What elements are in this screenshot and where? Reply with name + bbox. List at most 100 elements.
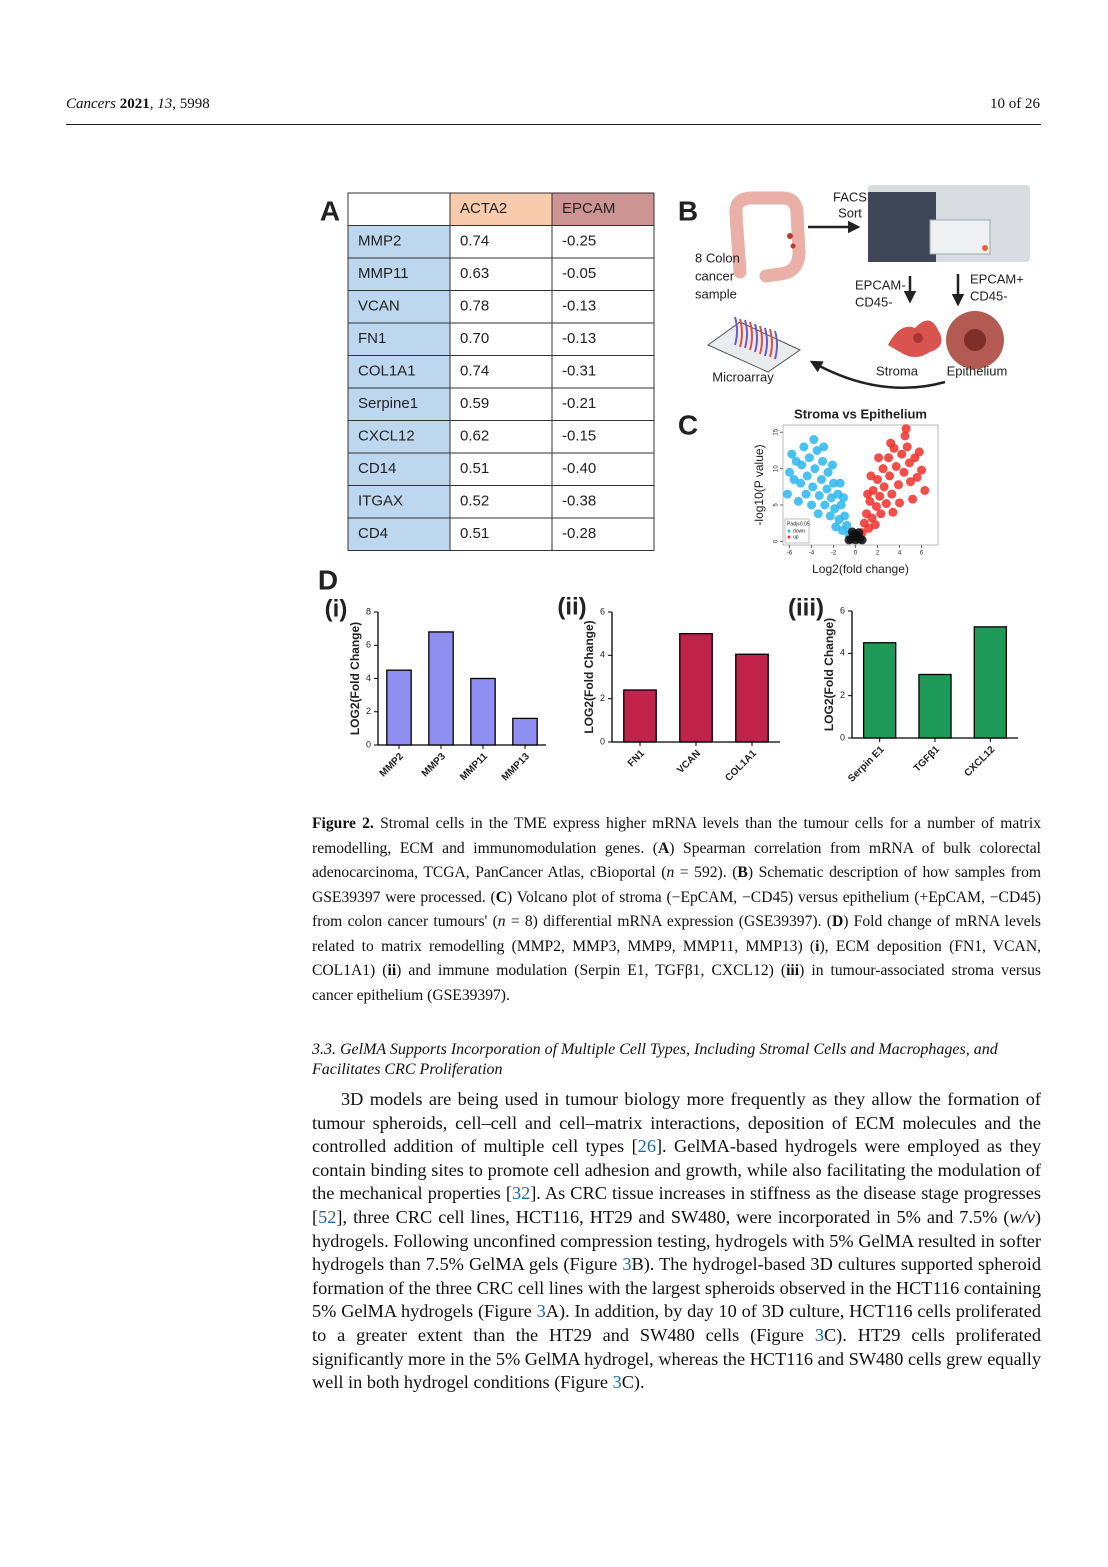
table-cell (449, 322, 553, 356)
point (813, 509, 823, 519)
y-tick-label: 10 (774, 465, 780, 472)
point (831, 522, 841, 532)
bar (386, 669, 412, 746)
table-value: 0.59 (460, 395, 489, 412)
x-tick-label: VCAN (675, 748, 703, 776)
figure-caption: Figure 2. Stromal cells in the TME expre… (312, 812, 1041, 1008)
row-header: ITGAX (358, 493, 403, 510)
table-value: -0.21 (562, 395, 596, 412)
text-run: ii (387, 962, 397, 979)
citation-link[interactable]: 3 (612, 1372, 622, 1393)
schematic-label: Stroma (876, 363, 919, 378)
arrow (809, 360, 946, 390)
text-run: C). (621, 1372, 645, 1393)
point (871, 501, 881, 511)
point (881, 499, 891, 509)
text-run: A (658, 839, 670, 857)
bar (428, 631, 454, 746)
x-tick-label: 0 (854, 551, 858, 557)
point (886, 438, 896, 448)
column-header: EPCAM (562, 200, 615, 217)
panel-letter: A (320, 195, 340, 226)
text-run: ) Spearman correlation from mRNA of bulk… (312, 839, 1041, 882)
table-value: 0.63 (460, 265, 489, 282)
row-header: VCAN (358, 298, 400, 315)
point (878, 464, 888, 474)
plot-frame (782, 424, 939, 546)
table-cell (551, 387, 655, 421)
y-axis-label: LOG2(Fold Change) (822, 618, 836, 731)
legend-title: Padj<0.05 (787, 521, 810, 527)
point (836, 500, 846, 510)
row-header-cell (347, 322, 451, 356)
point (873, 475, 883, 485)
schematic-label: CD45- (970, 288, 1008, 303)
y-tick-label: 2 (840, 690, 845, 700)
y-tick-label: 0 (366, 739, 371, 749)
text-run: i (815, 937, 820, 955)
x-tick-label: 4 (898, 551, 902, 557)
text-run: ) hydrogels. Following unconfined compre… (312, 1206, 1041, 1275)
chart-title: Stroma vs Epithelium (794, 406, 927, 421)
text-run: ) and immune modulation (Serpin E1, TGFβ… (396, 962, 787, 979)
point (875, 491, 885, 501)
schematic-label: Microarray (712, 369, 774, 384)
text-run: 13 (157, 96, 173, 112)
row-header: FN1 (358, 330, 386, 347)
point (899, 467, 909, 477)
schematic-label: Sort (838, 205, 862, 220)
table-value: -0.13 (562, 298, 596, 315)
point (914, 447, 924, 457)
x-tick-label: -2 (831, 551, 837, 557)
y-tick-label: 4 (366, 673, 371, 683)
point (823, 467, 833, 477)
schematic-label: EPCAM+ (970, 271, 1024, 286)
table-header-cell (551, 192, 655, 226)
citation-link[interactable]: 26 (637, 1136, 656, 1157)
point (812, 445, 822, 455)
citation-link[interactable]: 3 (536, 1301, 546, 1322)
citation-link[interactable]: 3 (814, 1324, 824, 1345)
y-tick-label: 2 (600, 693, 605, 703)
point (891, 461, 901, 471)
point (825, 511, 835, 521)
panel-letter: D (318, 564, 338, 595)
schematic-label: EPCAM- (855, 277, 906, 292)
row-header: Serpine1 (358, 395, 418, 412)
text-run: 2021 (116, 96, 150, 112)
point (879, 482, 889, 492)
row-header: CD14 (358, 460, 396, 477)
probe-lines (739, 318, 773, 358)
point (826, 493, 836, 503)
text-run: ) Fold change of mRNA levels related to … (312, 913, 1041, 955)
bar (973, 626, 1008, 739)
table-value: -0.38 (562, 493, 596, 510)
running-header: Cancers 2021, 13, 5998 (66, 96, 210, 113)
text-run: A). In addition, by day 10 of 3D culture… (312, 1301, 1041, 1345)
y-tick-label: 0 (840, 732, 845, 742)
y-tick-label: 6 (366, 640, 371, 650)
citation-link[interactable]: 3 (622, 1254, 632, 1275)
facs-light (982, 245, 988, 251)
text-run: 3D models are being used in tumour biolo… (312, 1089, 1041, 1157)
point (876, 509, 886, 519)
text-run: ) Schematic description of how samples f… (312, 864, 1041, 906)
point (796, 478, 806, 488)
text-run: B). The hydrogel-based 3D cultures suppo… (312, 1254, 1041, 1322)
point (789, 475, 799, 485)
point (888, 507, 898, 517)
text-run: ), ECM deposition (FN1, VCAN, COL1A1) ( (312, 937, 1041, 980)
text-run: = 8) differential mRNA expression (GSE39… (505, 913, 832, 930)
citation-link[interactable]: 52 (318, 1206, 337, 1227)
text-run: Cancers (66, 96, 116, 112)
citation-link[interactable]: 32 (511, 1183, 531, 1204)
table-value: -0.13 (562, 330, 596, 347)
y-tick-label: 6 (600, 606, 605, 616)
text-run: n (497, 913, 506, 930)
point (818, 456, 828, 466)
tumour-dot (787, 233, 793, 239)
table-cell (551, 290, 655, 324)
table-value: -0.40 (562, 460, 596, 477)
x-tick-label: CXCL12 (962, 744, 997, 779)
